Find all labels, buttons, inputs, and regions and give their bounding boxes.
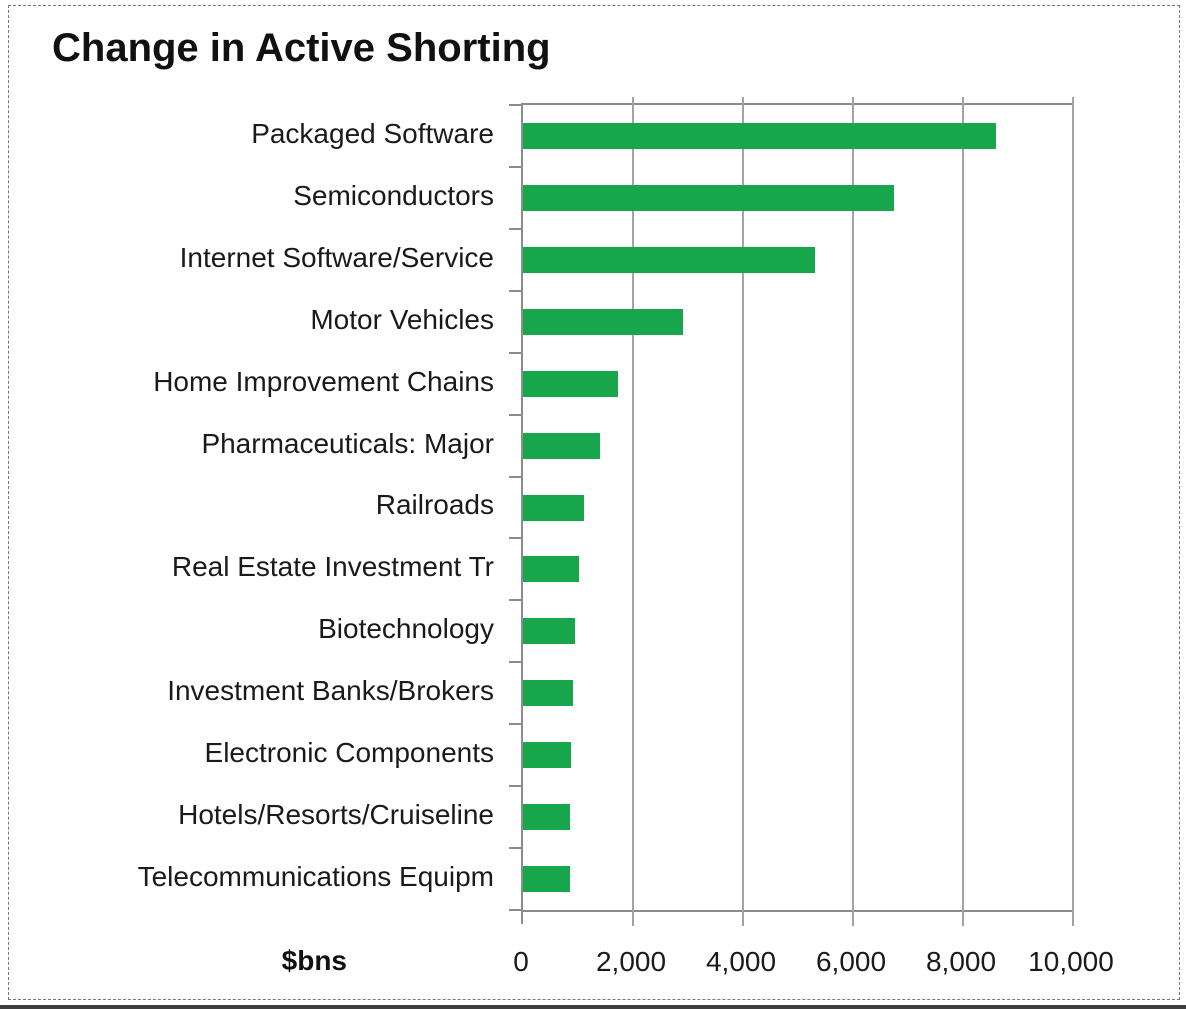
x-gridline [742, 97, 744, 926]
y-axis-tick-mark [509, 351, 523, 354]
bar [523, 184, 895, 211]
x-gridline [962, 97, 964, 926]
category-label: Real Estate Investment Tr [171, 551, 494, 583]
plot-area [509, 97, 1074, 926]
y-axis-tick-mark [509, 537, 523, 540]
category-label: Hotels/Resorts/Cruiseline [178, 799, 494, 831]
category-label: Motor Vehicles [310, 303, 494, 335]
x-axis-tick-mark [521, 910, 523, 924]
y-axis-tick-mark [509, 661, 523, 664]
bar [523, 866, 570, 893]
category-label: Internet Software/Service [179, 241, 494, 273]
y-axis-tick-mark [509, 413, 523, 416]
y-axis-tick-mark [509, 475, 523, 478]
y-axis-tick-mark [509, 165, 523, 168]
bar [523, 742, 571, 769]
x-tick-label: 6,000 [815, 946, 887, 977]
category-label: Railroads [375, 489, 494, 521]
y-axis-tick-mark [509, 909, 523, 911]
category-label: Biotechnology [318, 613, 494, 645]
bar [523, 804, 571, 831]
x-tick-label: 8,000 [925, 946, 997, 977]
x-axis-unit-label: $bns [281, 945, 347, 976]
category-label: Semiconductors [293, 179, 494, 211]
x-tick-label: 0 [513, 946, 529, 977]
y-axis-tick-mark [509, 227, 523, 230]
category-label: Investment Banks/Brokers [167, 675, 494, 707]
x-gridline [852, 97, 854, 926]
chart-title: Change in Active Shorting [52, 26, 551, 70]
x-gridline [1072, 97, 1074, 926]
bar [523, 246, 815, 273]
bar [523, 494, 584, 521]
bar [523, 432, 600, 459]
x-tick-label: 4,000 [705, 946, 777, 977]
category-label: Packaged Software [251, 117, 494, 149]
bar [523, 556, 580, 583]
category-label: Home Improvement Chains [153, 365, 494, 397]
category-label: Electronic Components [204, 737, 494, 769]
x-gridline [632, 97, 634, 926]
bar [523, 680, 573, 707]
bar [523, 122, 996, 149]
x-tick-label: 10,000 [1028, 946, 1114, 977]
category-label: Pharmaceuticals: Major [201, 427, 494, 459]
bar [523, 618, 576, 645]
y-axis-tick-mark [509, 847, 523, 850]
y-axis-tick-mark [509, 723, 523, 726]
bottom-edge-line [0, 1005, 1186, 1009]
y-axis-tick-mark [509, 289, 523, 292]
category-label: Telecommunications Equipm [137, 861, 494, 893]
y-axis-tick-mark [509, 104, 523, 106]
x-tick-label: 2,000 [595, 946, 667, 977]
y-axis-tick-mark [509, 785, 523, 788]
bar [523, 370, 619, 397]
bar [523, 308, 683, 335]
y-axis-tick-mark [509, 599, 523, 602]
